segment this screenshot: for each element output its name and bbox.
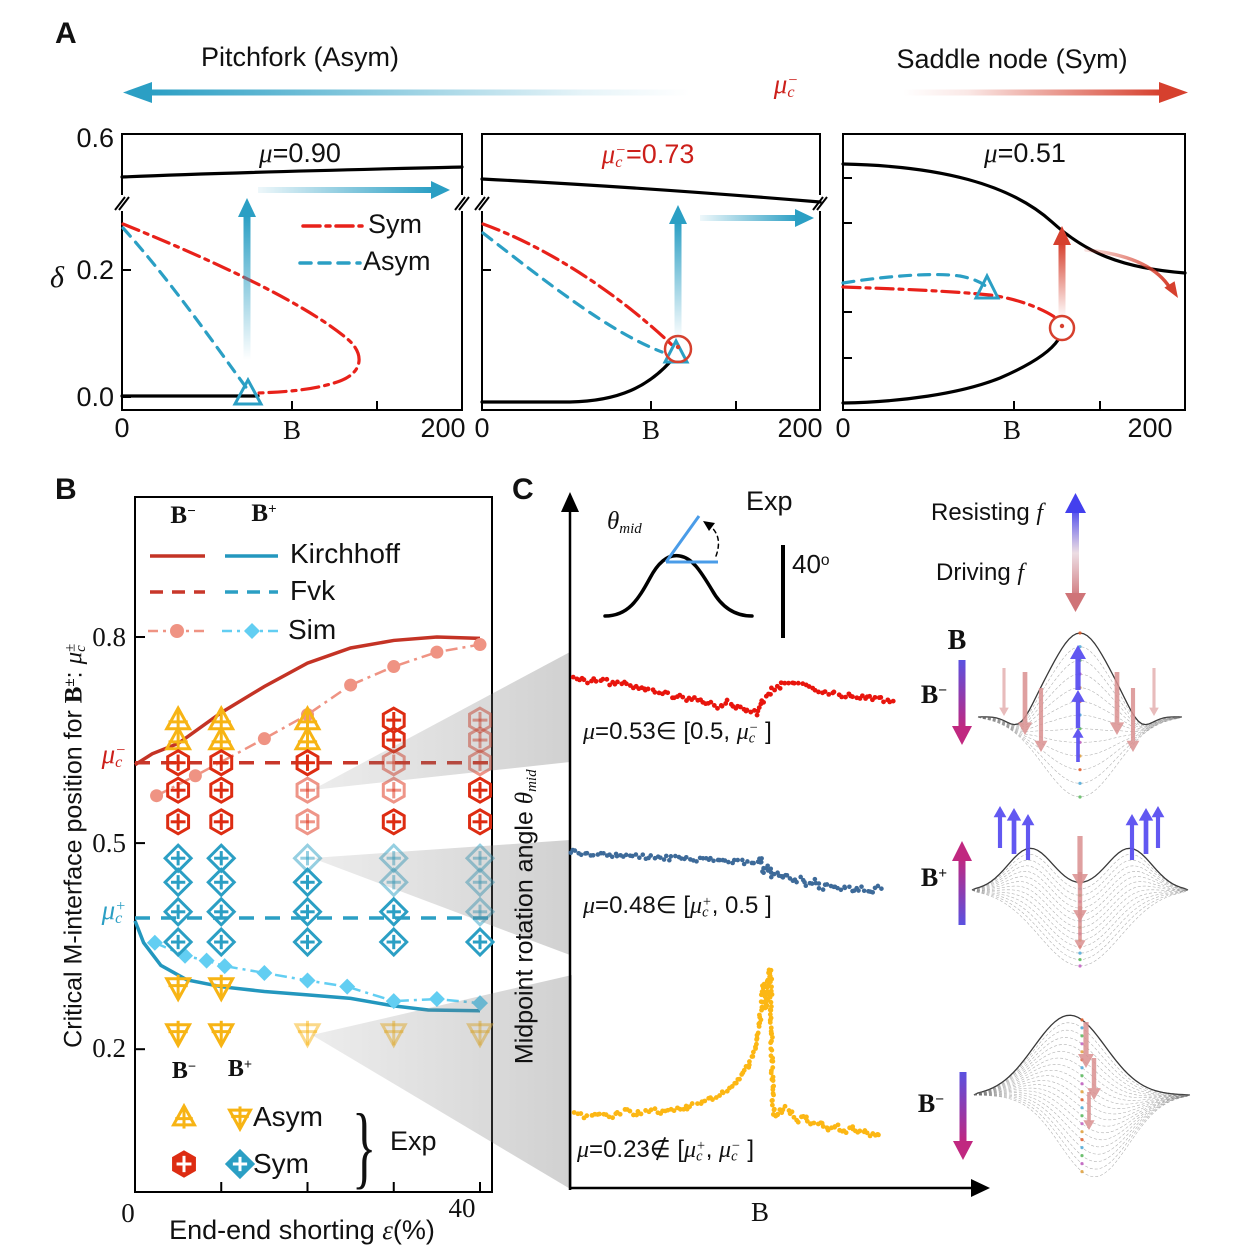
plot3-xtick-200: 200 [1127, 413, 1173, 443]
mu-c-minus-axis-label: μc− [101, 739, 126, 772]
b-plus-label: B+ [920, 863, 948, 892]
plot1-ytick-00: 0.0 [76, 382, 114, 412]
plot1-ytick-02: 0.2 [76, 255, 114, 285]
trace1-label: μ=0.53∈ [0.5, μc− ] [583, 718, 772, 747]
plot2-xtick-0: 0 [474, 413, 490, 443]
b-xlabel: End-end shorting ε(%) [169, 1215, 435, 1245]
trace2-label: μ=0.48∈ [μc+, 0.5 ] [583, 892, 772, 921]
panel-b-letter: B [55, 473, 77, 506]
legend-top-bminus: B− [170, 502, 196, 529]
driving-f-label: Driving f [936, 559, 1025, 586]
b-field-label: B [947, 625, 967, 656]
legend-bottom-bplus: B+ [227, 1056, 253, 1082]
theta-mid-label: θmid [607, 508, 642, 537]
b-ytick-02: 0.2 [92, 1033, 126, 1063]
c-xlabel: B [750, 1197, 770, 1227]
b-ytick-05: 0.5 [92, 828, 126, 858]
b-xtick-40: 40 [448, 1193, 476, 1223]
plot1-xtick-0: 0 [114, 413, 130, 443]
plot1-ytick-06: 0.6 [76, 123, 114, 153]
legend-asym-exp-label: Asym [253, 1101, 323, 1132]
mu-c-header-label: μc− [773, 69, 799, 102]
legend-sym-exp-label: Sym [253, 1148, 309, 1179]
plot1-ylabel-delta: δ [50, 261, 64, 294]
plot3-xlabel-B: B [1002, 415, 1022, 445]
saddle-node-label: Saddle node (Sym) [896, 44, 1128, 74]
plot1-xtick-200: 200 [420, 413, 466, 443]
legend-fvk-label: Fvk [290, 575, 336, 606]
mu-c-plus-axis-label: μc+ [101, 895, 126, 928]
legend-bottom-bminus: B− [171, 1058, 197, 1084]
b-minus-label-2: B− [917, 1089, 945, 1118]
plot2-xlabel-B: B [641, 415, 661, 445]
legend-sym-label: Sym [368, 209, 422, 239]
plot2-title: μc−=0.73 [601, 139, 695, 172]
plot2-xtick-200: 200 [777, 413, 823, 443]
legend-sim-label: Sim [288, 614, 337, 645]
b-minus-label-1: B− [920, 680, 948, 709]
plot1-title: μ=0.90 [259, 138, 341, 168]
panel-c-letter: C [512, 473, 534, 506]
legend-asym-label: Asym [363, 246, 431, 276]
plot1-xlabel-B: B [282, 415, 302, 445]
resisting-f-label: Resisting f [931, 499, 1044, 526]
panel-a-letter: A [55, 17, 77, 50]
legend-kirchhoff-label: Kirchhoff [290, 538, 400, 569]
pitchfork-label: Pitchfork (Asym) [200, 42, 400, 72]
b-ylabel: Critical M-interface position for B±: μc… [59, 643, 89, 1048]
exp-label: Exp [390, 1126, 437, 1156]
plot3-xtick-0: 0 [835, 413, 851, 443]
exp-brace: } [352, 1095, 377, 1197]
c-ylabel: Midpoint rotation angle θmid [510, 769, 540, 1065]
legend-top-bplus: B+ [251, 500, 277, 527]
c-exp-label: Exp [746, 486, 793, 516]
b-ytick-08: 0.8 [92, 622, 126, 652]
scale-bar-label: 40o [792, 549, 830, 579]
b-xtick-0: 0 [121, 1198, 135, 1228]
trace3-label: μ=0.23∉ [μc+, μc− ] [577, 1136, 755, 1165]
plot3-title: μ=0.51 [984, 138, 1066, 168]
